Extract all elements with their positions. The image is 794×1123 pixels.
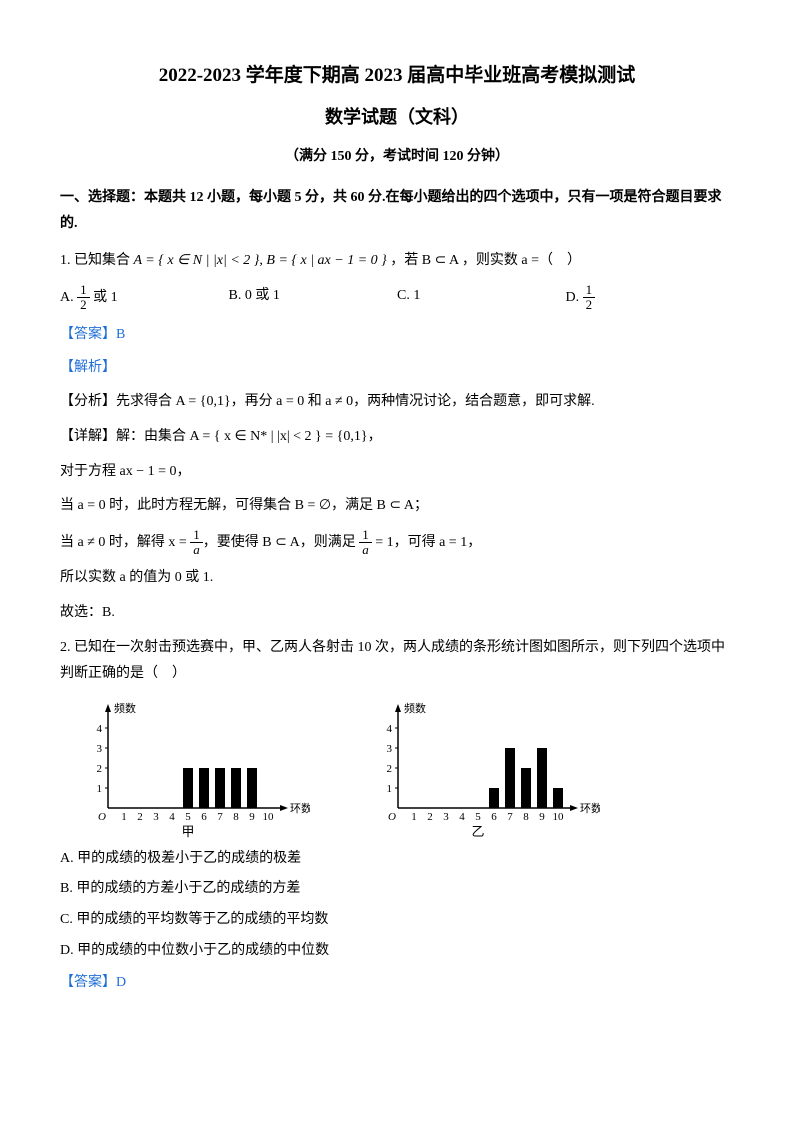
svg-text:6: 6 — [491, 811, 497, 823]
bar-chart-jia: 123412345678910O频数环数甲 — [80, 698, 310, 838]
q1-detail4a: 当 a ≠ 0 时，解得 x = — [60, 535, 190, 550]
q1-detail-3: 当 a = 0 时，此时方程无解，可得集合 B = ∅，满足 B ⊂ A； — [60, 493, 734, 520]
svg-text:1: 1 — [387, 783, 393, 795]
question-2-stem: 2. 已知在一次射击预选赛中，甲、乙两人各射击 10 次，两人成绩的条形统计图如… — [60, 635, 734, 688]
q1-detail-1: 【详解】解：由集合 A = { x ∈ N* | |x| < 2 } = {0,… — [60, 424, 734, 451]
q1-detail-2: 对于方程 ax − 1 = 0， — [60, 459, 734, 486]
svg-text:9: 9 — [249, 811, 255, 823]
svg-text:9: 9 — [539, 811, 545, 823]
q1-detail4c: = 1，可得 a = 1， — [372, 535, 482, 550]
page-subtitle: （满分 150 分，考试时间 120 分钟） — [60, 144, 734, 171]
svg-text:2: 2 — [387, 763, 393, 775]
q1-set-expr: A = { x ∈ N | |x| < 2 }, B = { x | ax − … — [134, 253, 387, 268]
q1-detail-6: 故选：B. — [60, 600, 734, 627]
svg-text:5: 5 — [475, 811, 481, 823]
svg-text:O: O — [98, 811, 106, 823]
page-title-2: 数学试题（文科） — [60, 100, 734, 134]
q1-option-b: B. 0 或 1 — [229, 283, 398, 313]
svg-text:2: 2 — [427, 811, 433, 823]
fraction-1-a: 1a — [359, 528, 372, 558]
q2-options: A. 甲的成绩的极差小于乙的成绩的极差 B. 甲的成绩的方差小于乙的成绩的方差 … — [60, 846, 734, 964]
q1-stem-post: ，若 B ⊂ A ，则实数 a =（ ） — [390, 253, 581, 268]
q1-option-c: C. 1 — [397, 283, 566, 313]
fraction-half: 12 — [77, 283, 90, 313]
page-title-1: 2022-2023 学年度下期高 2023 届高中毕业班高考模拟测试 — [60, 58, 734, 94]
svg-text:1: 1 — [411, 811, 417, 823]
q1-option-d: D. 12 — [566, 283, 735, 313]
svg-text:4: 4 — [459, 811, 465, 823]
fraction-half: 12 — [583, 283, 596, 313]
svg-text:10: 10 — [263, 811, 275, 823]
svg-text:频数: 频数 — [114, 701, 136, 715]
q2-option-c: C. 甲的成绩的平均数等于乙的成绩的平均数 — [60, 907, 734, 934]
svg-text:环数: 环数 — [580, 802, 600, 815]
question-1-stem: 1. 已知集合 A = { x ∈ N | |x| < 2 }, B = { x… — [60, 248, 734, 275]
section-heading: 一、选择题：本题共 12 小题，每小题 5 分，共 60 分.在每小题给出的四个… — [60, 185, 734, 238]
q1-answer: 【答案】B — [60, 322, 734, 349]
svg-text:1: 1 — [121, 811, 127, 823]
svg-text:甲: 甲 — [181, 824, 194, 838]
bar-chart-yi: 123412345678910O频数环数乙 — [370, 698, 600, 838]
q1-option-a: A. 12 或 1 — [60, 283, 229, 313]
svg-text:8: 8 — [233, 811, 239, 823]
q2-option-b: B. 甲的成绩的方差小于乙的成绩的方差 — [60, 876, 734, 903]
q1-detail4b: ，要使得 B ⊂ A，则满足 — [203, 535, 359, 550]
q1-parse-label: 【解析】 — [60, 355, 734, 382]
svg-text:2: 2 — [97, 763, 103, 775]
svg-text:O: O — [388, 811, 396, 823]
q1-detail-5: 所以实数 a 的值为 0 或 1. — [60, 565, 734, 592]
q1-analysis: 【分析】先求得合 A = {0,1}，再分 a = 0 和 a ≠ 0，两种情况… — [60, 389, 734, 416]
svg-text:6: 6 — [201, 811, 207, 823]
svg-text:1: 1 — [97, 783, 103, 795]
svg-text:环数: 环数 — [290, 802, 310, 815]
q1-stem-pre: 1. 已知集合 — [60, 253, 134, 268]
svg-text:3: 3 — [443, 811, 449, 823]
svg-text:3: 3 — [153, 811, 159, 823]
svg-text:7: 7 — [507, 811, 513, 823]
svg-text:4: 4 — [169, 811, 175, 823]
svg-text:3: 3 — [97, 743, 103, 755]
q2-option-d: D. 甲的成绩的中位数小于乙的成绩的中位数 — [60, 938, 734, 965]
svg-text:10: 10 — [553, 811, 565, 823]
q1-options: A. 12 或 1 B. 0 或 1 C. 1 D. 12 — [60, 283, 734, 313]
q1-optA-pre: A. — [60, 290, 77, 305]
svg-text:8: 8 — [523, 811, 529, 823]
svg-text:2: 2 — [137, 811, 143, 823]
svg-text:乙: 乙 — [471, 824, 484, 838]
q1-detail-4: 当 a ≠ 0 时，解得 x = 1a，要使得 B ⊂ A，则满足 1a = 1… — [60, 528, 734, 558]
svg-text:频数: 频数 — [404, 701, 426, 715]
svg-text:4: 4 — [387, 723, 393, 735]
svg-text:5: 5 — [185, 811, 191, 823]
q2-answer: 【答案】D — [60, 970, 734, 997]
svg-text:7: 7 — [217, 811, 223, 823]
svg-text:4: 4 — [97, 723, 103, 735]
q2-charts: 123412345678910O频数环数甲 123412345678910O频数… — [80, 698, 734, 838]
fraction-1-a: 1a — [190, 528, 203, 558]
q1-optD-pre: D. — [566, 290, 583, 305]
svg-text:3: 3 — [387, 743, 393, 755]
q2-option-a: A. 甲的成绩的极差小于乙的成绩的极差 — [60, 846, 734, 873]
q1-optA-post: 或 1 — [90, 290, 118, 305]
